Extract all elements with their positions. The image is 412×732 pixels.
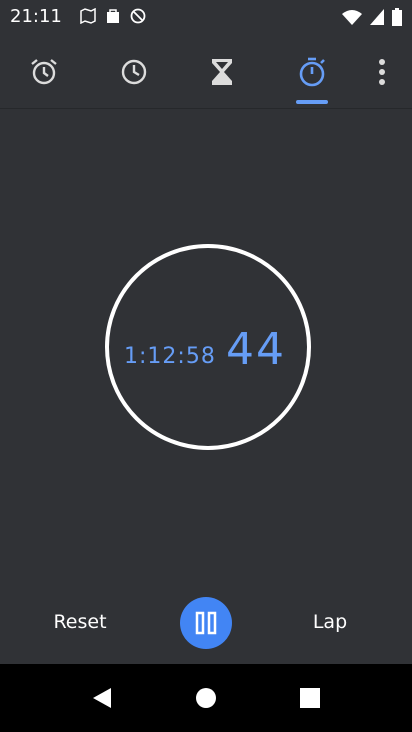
elapsed-hundredths: 44 bbox=[226, 324, 286, 375]
alarm-clock-icon bbox=[31, 59, 57, 85]
more-vert-icon bbox=[379, 59, 385, 85]
lap-button[interactable]: Lap bbox=[312, 611, 348, 633]
recents-square-icon bbox=[300, 688, 320, 708]
stopwatch-icon bbox=[299, 57, 325, 87]
nav-home-button[interactable] bbox=[192, 684, 220, 712]
nav-back-button[interactable] bbox=[88, 684, 116, 712]
signal-icon bbox=[370, 9, 384, 25]
more-options-button[interactable] bbox=[362, 52, 402, 92]
no-disturb-icon bbox=[130, 8, 146, 24]
wifi-icon bbox=[342, 10, 362, 25]
bag-icon bbox=[107, 9, 119, 23]
notification-icons bbox=[80, 8, 146, 24]
tab-timer[interactable] bbox=[202, 52, 242, 92]
elapsed-time: 1:12:58 bbox=[124, 344, 216, 369]
clock-icon bbox=[121, 59, 147, 85]
maps-icon bbox=[80, 8, 96, 24]
selected-tab-indicator bbox=[296, 100, 328, 104]
battery-icon bbox=[392, 8, 402, 26]
divider bbox=[0, 108, 412, 109]
back-triangle-icon bbox=[93, 688, 111, 708]
hourglass-icon bbox=[212, 59, 232, 85]
tab-stopwatch[interactable] bbox=[292, 52, 332, 92]
home-circle-icon bbox=[196, 688, 216, 708]
status-time: 21:11 bbox=[10, 6, 62, 27]
pause-icon bbox=[195, 611, 217, 635]
navigation-bar bbox=[0, 664, 412, 732]
tab-clock[interactable] bbox=[114, 52, 154, 92]
status-bar: 21:11 bbox=[0, 0, 412, 34]
clock-app: 1:12:58 44 Reset Lap bbox=[0, 34, 412, 664]
tab-bar bbox=[0, 34, 412, 106]
tab-alarm[interactable] bbox=[24, 52, 64, 92]
nav-recents-button[interactable] bbox=[296, 684, 324, 712]
system-icons bbox=[342, 8, 402, 26]
stopwatch-ring[interactable] bbox=[105, 244, 311, 450]
pause-button[interactable] bbox=[180, 597, 232, 649]
reset-button[interactable]: Reset bbox=[53, 611, 107, 633]
